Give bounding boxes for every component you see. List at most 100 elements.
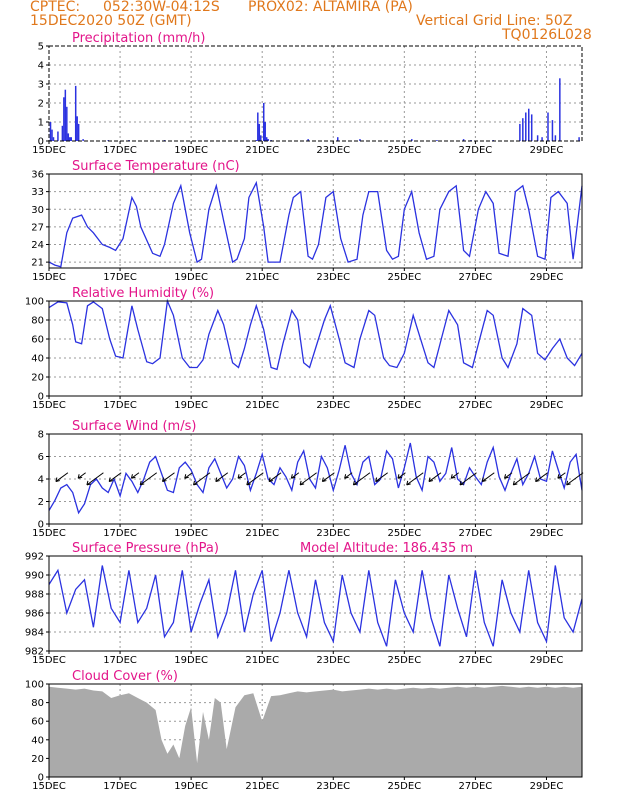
wind-arrow [375,472,388,482]
precip-bar [578,137,580,141]
y-tick-label: 986 [25,609,44,620]
y-tick-label: 2 [38,497,44,508]
series-line-temperature [48,180,583,268]
panel-cloud: Cloud Cover (%) 15DEC 17DEC 19DEC 21DEC 23DEC… [25,669,583,792]
wind-arrow [513,472,531,486]
x-tick-label: 17DEC [103,655,137,666]
y-tick-label: 60 [31,717,44,728]
x-tick-label: 29DEC [530,528,564,539]
wind-arrow [246,472,264,486]
y-tick-label: 36 [31,170,44,181]
x-tick-label: 19DEC [174,145,208,156]
precip-bar [64,89,67,141]
y-tick-label: 988 [25,590,44,601]
precip-bar [262,103,265,141]
precip-bar [522,118,524,141]
wind-arrow-head [459,480,465,486]
x-tick-label: 27DEC [459,272,493,283]
header-date: 15DEC2020 50Z (GMT) [30,13,192,29]
y-tick-label: 990 [25,571,44,582]
precip-bar [257,112,259,141]
wind-arrow [131,472,140,479]
x-tick-label: 27DEC [459,400,493,411]
x-tick-label: 19DEC [174,655,208,666]
header-station: PROX02: ALTAMIRA (PA) [248,0,413,15]
panel-temperature: Surface Temperature (nC) 15DEC 17DEC 19DEC 2… [31,159,583,283]
series-line-wind [48,442,583,515]
wind-arrow-head [450,474,456,479]
y-tick-label: 20 [31,373,44,384]
x-tick-label: 23DEC [316,145,350,156]
wind-arrow-head [352,480,358,486]
x-tick-label: 17DEC [103,400,137,411]
y-tick-label: 992 [25,552,44,563]
x-tick-label: 29DEC [530,400,564,411]
header-vertical-grid: Vertical Grid Line: 50Z [416,13,573,29]
series-line-humidity [48,298,583,371]
wind-arrow [459,472,477,486]
x-tick-label: 29DEC [530,272,564,283]
panel-title-precipitation: Precipitation (mm/h) [72,31,205,46]
panel-title-temperature: Surface Temperature (nC) [72,159,240,174]
model-altitude-label: Model Altitude: 186.435 m [300,541,473,556]
x-tick-label: 21DEC [245,781,279,792]
y-tick-label: 982 [25,647,44,658]
wind-arrow [162,472,175,482]
x-tick-label: 17DEC [103,781,137,792]
precip-bar [74,85,77,141]
panel-precipitation: Precipitation (mm/h) 15DEC 17DEC 19DEC 21DEC… [32,31,583,156]
panel-humidity: Relative Humidity (%) 15DEC 17DEC 19DEC 21DE… [25,286,583,411]
wind-arrow [184,472,193,479]
wind-arrow-head [566,480,571,486]
wind-arrow-head [299,480,305,486]
header-source: CPTEC: [30,0,81,15]
precip-bar [57,131,59,141]
wind-arrow [353,472,371,486]
x-tick-label: 29DEC [530,781,564,792]
wind-arrow [322,472,335,482]
x-tick-label: 25DEC [387,400,421,411]
panel-title-pressure: Surface Pressure (hPa) [72,541,219,556]
y-tick-label: 4 [38,61,44,72]
x-tick-label: 25DEC [387,272,421,283]
wind-arrow-head [344,474,349,479]
precip-bar [519,123,521,141]
y-tick-label: 1 [38,118,44,129]
x-tick-label: 21DEC [245,400,279,411]
panel-title-humidity: Relative Humidity (%) [72,286,214,301]
precip-bar [267,139,269,141]
wind-arrow-head [481,477,487,483]
cloud-cover-area [49,685,582,777]
wind-arrow-head [557,474,562,479]
wind-arrow [291,472,300,479]
wind-arrow-head [290,474,296,479]
x-tick-label: 23DEC [316,655,350,666]
precip-bar [51,129,53,141]
precip-bar [411,139,413,141]
wind-arrow [535,472,548,482]
wind-arrow [428,472,442,482]
wind-arrow-head [512,480,518,486]
panel-title-cloud: Cloud Cover (%) [72,669,178,684]
x-tick-label: 27DEC [459,781,493,792]
precip-bar [49,122,52,141]
y-tick-label: 20 [31,754,44,765]
precip-bar [265,137,268,141]
y-tick-label: 60 [31,335,44,346]
precip-bar [77,123,80,141]
wind-arrow [397,472,406,479]
y-tick-label: 4 [38,475,44,486]
precip-bar [260,135,262,141]
precip-bar [258,123,261,141]
y-tick-label: 21 [31,258,44,269]
y-tick-label: 100 [25,297,44,308]
x-tick-label: 27DEC [459,528,493,539]
precip-bar [559,78,561,141]
x-tick-label: 29DEC [530,145,564,156]
precip-bar [462,139,465,141]
y-tick-label: 30 [31,205,44,216]
precip-bar [63,97,65,141]
wind-arrow [566,472,584,486]
x-tick-label: 17DEC [103,528,137,539]
x-tick-label: 21DEC [245,655,279,666]
